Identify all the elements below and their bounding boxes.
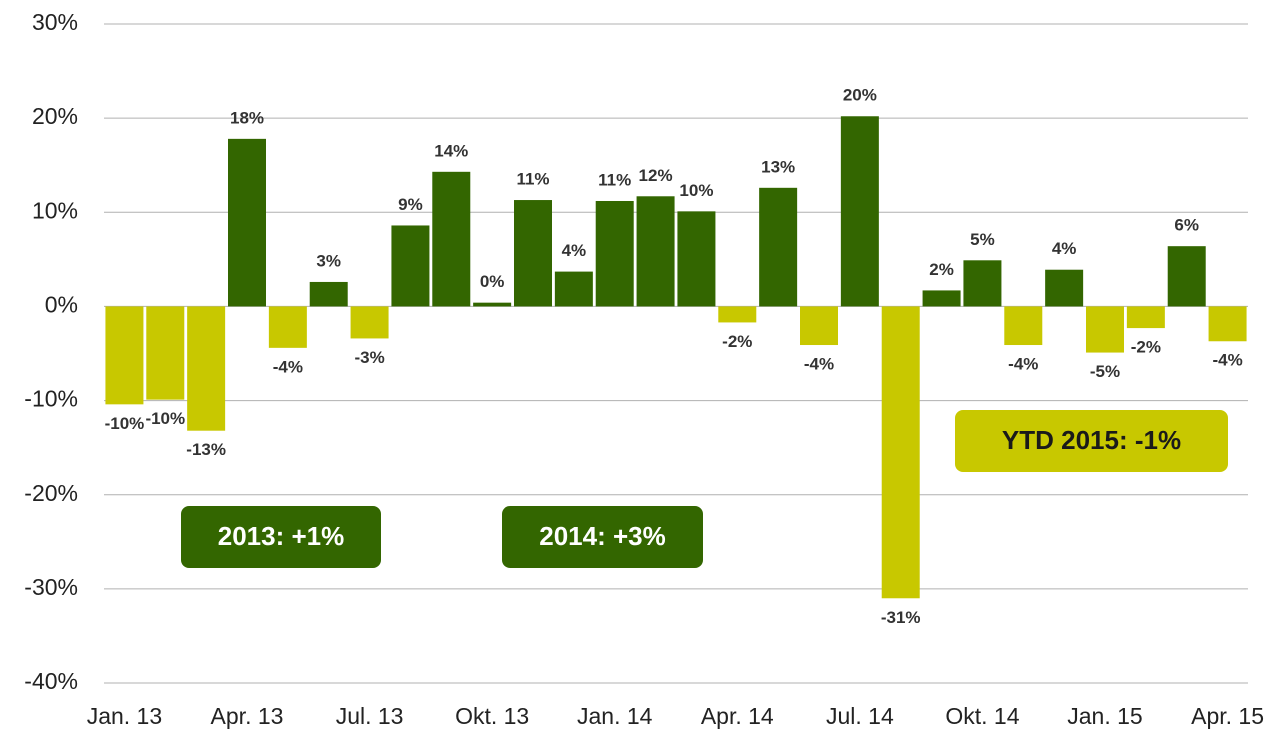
value-label: -2% [722,332,752,351]
y-tick-label: -30% [24,574,78,600]
bar [432,171,471,307]
bar [1126,306,1165,329]
x-tick-label: Jul. 14 [826,703,894,729]
value-label: 10% [679,181,713,200]
bar [963,260,1002,307]
value-label: 0% [480,272,505,291]
bar [350,306,389,339]
annotation-text: 2014: +3% [539,521,665,551]
x-tick-label: Jan. 15 [1067,703,1142,729]
value-label: -3% [354,348,384,367]
value-label: 2% [929,260,954,279]
value-label: -4% [1212,351,1242,370]
value-label: 4% [1052,239,1077,258]
value-label: 11% [516,170,549,189]
annotation-box [181,506,381,568]
bar [718,306,757,323]
bar [636,196,675,307]
bar [554,271,593,307]
bar [473,302,512,307]
bar [759,187,798,307]
bar [881,306,920,599]
bar [309,281,348,307]
y-tick-label: -10% [24,386,78,412]
x-tick-label: Jan. 13 [87,703,162,729]
bar [146,306,185,400]
bar [595,200,634,307]
x-tick-label: Apr. 14 [701,703,774,729]
annotation-box [502,506,703,568]
y-tick-label: -40% [24,668,78,694]
bar [268,306,307,348]
value-label: 6% [1174,216,1199,235]
bar [391,225,430,307]
value-label: 20% [843,86,877,105]
x-tick-label: Apr. 13 [211,703,284,729]
y-tick-label: 10% [32,197,78,223]
y-tick-label: 20% [32,103,78,129]
x-tick-label: Jul. 13 [336,703,404,729]
annotation-box [955,410,1228,472]
annotation-text: YTD 2015: -1% [1002,425,1181,455]
bar [228,138,266,307]
value-label: -4% [273,357,303,376]
bar [105,306,144,405]
value-label: 11% [598,170,631,189]
bar [1045,269,1084,307]
x-tick-label: Okt. 14 [945,703,1019,729]
annotation-text: 2013: +1% [218,521,344,551]
value-label: -10% [105,414,145,433]
value-label: 5% [970,230,995,249]
value-label: 14% [434,141,468,160]
value-label: 12% [639,166,673,185]
value-label: -4% [804,355,834,374]
value-label: -2% [1131,338,1161,357]
bar [1208,306,1247,342]
bar [1086,306,1124,353]
bar [800,306,838,346]
bar [514,200,552,307]
value-label: -5% [1090,362,1120,381]
bar [677,211,716,307]
y-tick-label: 0% [45,292,78,318]
bar [1167,246,1206,307]
value-label: 13% [761,157,795,176]
bar [922,290,961,307]
value-label: 4% [562,241,587,260]
y-tick-label: 30% [32,9,78,35]
x-tick-label: Apr. 15 [1191,703,1264,729]
value-label: 9% [398,195,423,214]
value-label: 3% [316,251,341,270]
x-tick-label: Okt. 13 [455,703,529,729]
value-label: -10% [145,409,185,428]
bar [840,116,879,307]
value-label: -13% [186,440,226,459]
bar [187,306,226,431]
value-label: 18% [230,108,264,127]
x-tick-label: Jan. 14 [577,703,653,729]
value-label: -4% [1008,355,1038,374]
bar [1004,306,1043,346]
y-tick-label: -20% [24,480,78,506]
value-label: -31% [881,608,921,627]
